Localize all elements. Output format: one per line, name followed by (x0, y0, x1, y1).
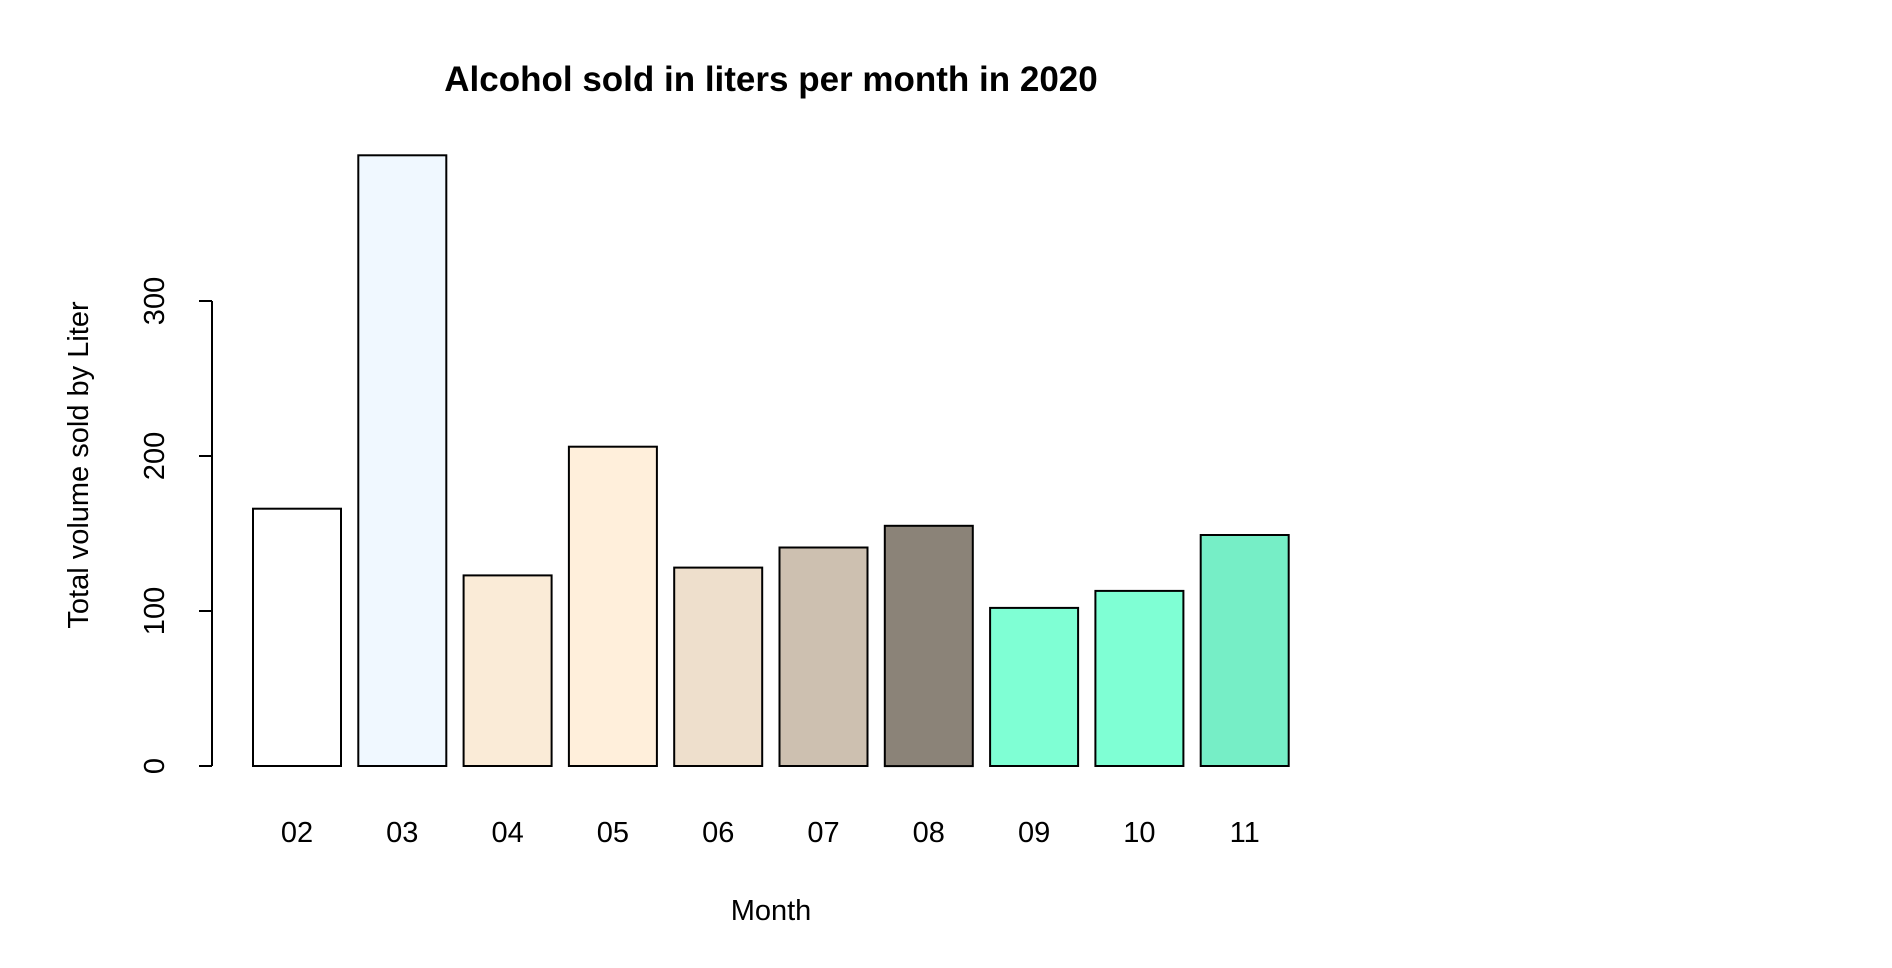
bars-group (252, 154, 1290, 768)
bar-05 (567, 445, 658, 767)
bar-09 (989, 606, 1080, 768)
x-tick-label: 08 (913, 817, 945, 849)
bar-10 (1094, 589, 1185, 768)
x-tick-label: 03 (386, 817, 418, 849)
y-tick-label: 100 (139, 587, 171, 635)
chart-title: Alcohol sold in liters per month in 2020 (444, 60, 1097, 99)
x-tick-labels: 02 03 04 05 06 07 08 09 10 11 (281, 817, 1260, 849)
bar-06 (673, 566, 764, 767)
bar-11 (1199, 534, 1290, 767)
x-tick-label: 04 (491, 817, 523, 849)
y-axis: 0 100 200 300 (139, 277, 213, 774)
y-axis-label: Total volume sold by Liter (63, 301, 95, 629)
x-tick-label: 02 (281, 817, 313, 849)
bar-07 (778, 546, 869, 767)
x-tick-label: 07 (807, 817, 839, 849)
y-tick-label: 200 (139, 432, 171, 480)
x-tick-label: 06 (702, 817, 734, 849)
y-tick-label: 300 (139, 277, 171, 325)
x-tick-label: 05 (597, 817, 629, 849)
bar-02 (252, 507, 342, 767)
bar-04 (462, 574, 553, 768)
x-tick-label: 11 (1230, 817, 1260, 849)
bar-03 (357, 154, 448, 768)
x-axis-label: Month (731, 895, 812, 927)
x-tick-label: 09 (1018, 817, 1050, 849)
y-tick-label: 0 (139, 758, 171, 774)
x-tick-label: 10 (1123, 817, 1155, 849)
bar-08 (883, 524, 974, 768)
